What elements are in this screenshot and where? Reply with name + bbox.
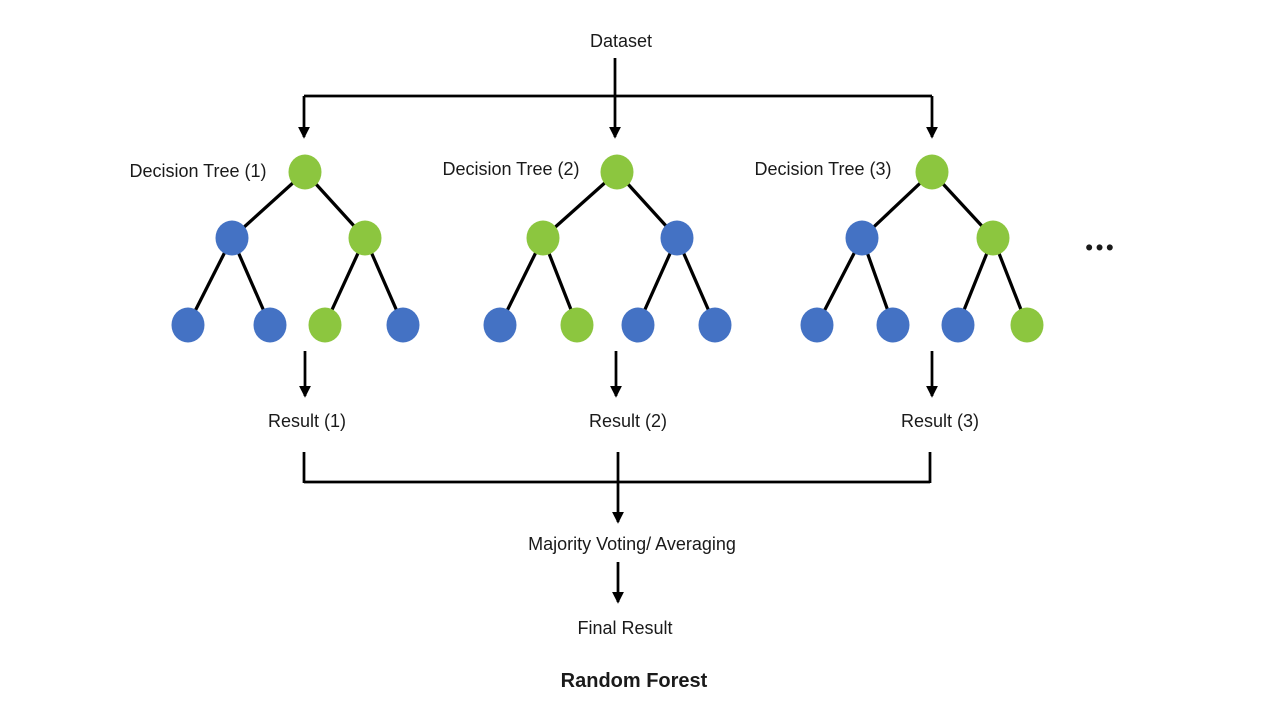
decision-tree-3: [800, 154, 1044, 343]
tree-node-blue: [171, 307, 205, 343]
tree-node-green: [560, 307, 594, 343]
result-1-label: Result (1): [267, 411, 347, 432]
tree-node-green: [600, 154, 634, 190]
result-3-label: Result (3): [900, 411, 980, 432]
tree-node-blue: [386, 307, 420, 343]
tree-node-green: [308, 307, 342, 343]
tree-node-blue: [253, 307, 287, 343]
tree-node-blue: [660, 220, 694, 256]
tree-node-green: [348, 220, 382, 256]
tree-node-blue: [483, 307, 517, 343]
tree-1-label: Decision Tree (1): [129, 161, 267, 182]
tree-node-green: [288, 154, 322, 190]
tree-node-green: [915, 154, 949, 190]
majority-voting-label: Majority Voting/ Averaging: [528, 534, 736, 555]
tree-3-label: Decision Tree (3): [754, 159, 892, 180]
result-2-label: Result (2): [588, 411, 668, 432]
tree-node-green: [526, 220, 560, 256]
tree-node-green: [976, 220, 1010, 256]
tree-node-blue: [800, 307, 834, 343]
tree-node-blue: [876, 307, 910, 343]
tree-node-blue: [621, 307, 655, 343]
tree-node-green: [1010, 307, 1044, 343]
decision-tree-1: [171, 154, 420, 343]
tree-node-blue: [845, 220, 879, 256]
tree-2-label: Decision Tree (2): [442, 159, 580, 180]
final-result-label: Final Result: [577, 618, 673, 639]
tree-node-blue: [215, 220, 249, 256]
tree-node-blue: [941, 307, 975, 343]
tree-node-blue: [698, 307, 732, 343]
more-trees-ellipsis: •••: [1085, 236, 1117, 260]
decision-tree-2: [483, 154, 732, 343]
dataset-label: Dataset: [589, 31, 653, 52]
diagram-title: Random Forest: [560, 670, 708, 692]
